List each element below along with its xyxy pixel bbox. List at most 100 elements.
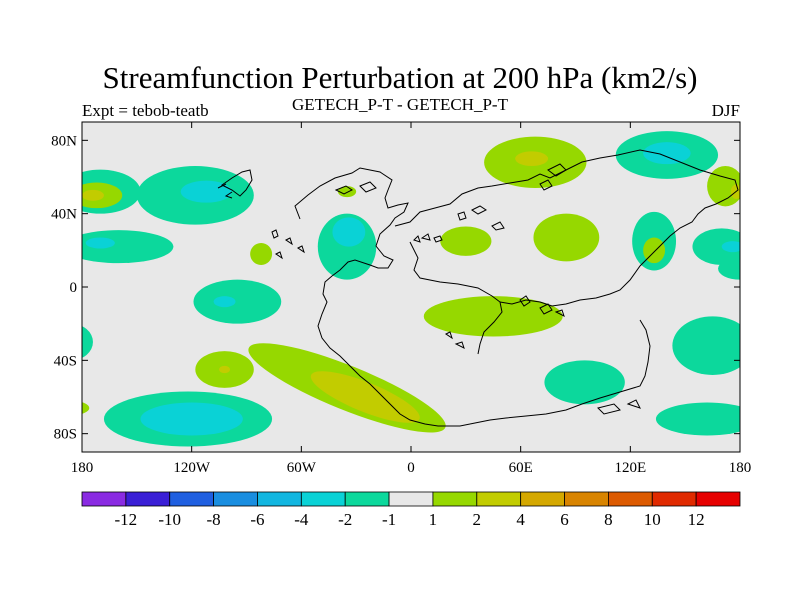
contour-region	[332, 217, 366, 247]
colorbar-label: -1	[382, 510, 396, 529]
lat-tick-label: 80S	[54, 427, 77, 443]
contour-region	[180, 180, 232, 203]
colorbar-label: -6	[250, 510, 264, 529]
coastline-island-5	[491, 221, 505, 231]
colorbar-label: 8	[604, 510, 613, 529]
contour-region	[672, 316, 740, 375]
contour-region	[721, 241, 740, 253]
colorbar-label: -2	[338, 510, 352, 529]
colorbar-label: 4	[516, 510, 525, 529]
colorbar-swatch	[344, 491, 390, 507]
colorbar-label: -10	[158, 510, 181, 529]
coastline-australia-antarctic	[469, 319, 651, 425]
contour-region	[82, 326, 93, 358]
lon-tick-label: 0	[407, 460, 415, 476]
contour-region	[250, 243, 273, 265]
contour-region	[707, 166, 740, 207]
coastline-island-11	[297, 245, 305, 254]
contour-region	[515, 151, 549, 167]
contour-region	[193, 279, 282, 324]
coastline-island-13	[519, 295, 531, 307]
contour-region	[533, 213, 600, 262]
colorbar-label: 2	[473, 510, 482, 529]
contour-region	[692, 228, 740, 265]
colorbar-swatch	[432, 491, 478, 507]
coastline-island-18	[334, 185, 353, 195]
lon-tick-label: 60E	[509, 460, 533, 476]
coastline-island-19	[359, 181, 377, 193]
contour-region	[544, 360, 625, 405]
coastline-island-21	[445, 331, 453, 340]
coastline-island-6	[433, 235, 443, 243]
colorbar-swatch	[695, 491, 741, 507]
contour-region	[655, 402, 740, 436]
coastline-island-12	[275, 251, 283, 260]
colorbar-label: 10	[644, 510, 661, 529]
contour-region	[643, 142, 691, 165]
lat-tick-label: 40S	[54, 353, 77, 369]
coastline-island-14	[539, 303, 553, 315]
coastline-island-2	[539, 179, 553, 191]
colorbar-swatch	[169, 491, 215, 507]
contour-region	[82, 189, 104, 201]
contour-region	[82, 402, 90, 414]
contour-region	[337, 186, 357, 198]
lat-tick-label: 0	[70, 280, 78, 296]
colorbar: -12 -10 -8 -6 -4 -2 -1 1 2 4 6 8 10 12	[81, 491, 741, 529]
contour-region	[85, 237, 115, 249]
coastlines	[217, 149, 739, 427]
coastline-island-10	[285, 237, 293, 246]
coastline-island-15	[554, 309, 565, 317]
coastline-island-20	[454, 341, 465, 349]
colorbar-swatch	[300, 491, 346, 507]
lon-tick-label: 60W	[287, 460, 317, 476]
colorbar-swatch	[608, 491, 653, 507]
contour-region	[213, 296, 236, 308]
contour-fills	[82, 131, 740, 447]
contour-region	[440, 226, 492, 256]
coastline-island-17	[626, 399, 641, 409]
dataset-label: GETECH_P-T - GETECH_P-T	[292, 95, 508, 114]
coastline-asia	[394, 149, 739, 307]
coastline-island-4	[457, 211, 467, 221]
colorbar-label: -8	[207, 510, 221, 529]
lat-tick-label: 40N	[51, 207, 77, 223]
colorbar-label: 6	[560, 510, 569, 529]
contour-region	[82, 230, 174, 264]
colorbar-label: -12	[115, 510, 138, 529]
colorbar-swatch	[564, 491, 609, 507]
plot-title: Streamfunction Perturbation at 200 hPa (…	[102, 60, 698, 95]
coastline-africa	[409, 241, 503, 355]
colorbar-label: 1	[429, 510, 438, 529]
coastline-island-3	[471, 205, 487, 215]
lon-tick-label: 180	[71, 460, 94, 476]
coastline-island-8	[413, 235, 421, 243]
colorbar-swatch	[520, 491, 565, 507]
colorbar-swatch	[81, 491, 127, 507]
coastline-greenland	[221, 169, 253, 197]
lon-tick-label: 120W	[173, 460, 211, 476]
colorbar-swatch	[213, 491, 258, 507]
lon-tick-label: 180	[729, 460, 752, 476]
contour-region	[423, 296, 563, 337]
coastline-greenland-south	[224, 191, 233, 199]
contour-region	[140, 402, 243, 436]
contour-region	[219, 365, 231, 374]
colorbar-swatch	[388, 491, 434, 507]
contour-region	[310, 371, 420, 423]
season-label: DJF	[711, 101, 740, 120]
lon-tick-label: 120E	[614, 460, 646, 476]
coastline-island-16	[597, 403, 621, 415]
axis-ticks: 80N 40N 0 40S 80S 180 120W 60W 0 60E 120E 180	[51, 122, 751, 476]
colorbar-label: -4	[294, 510, 309, 529]
colorbar-swatch	[257, 491, 302, 507]
coastline-americas	[294, 167, 471, 427]
coastline-arctic-island	[217, 183, 227, 189]
coastline-island-1	[547, 163, 567, 177]
colorbar-swatch	[125, 491, 171, 507]
colorbar-label: 12	[688, 510, 705, 529]
lat-tick-label: 80N	[51, 133, 77, 149]
coastline-island-9	[271, 229, 279, 239]
